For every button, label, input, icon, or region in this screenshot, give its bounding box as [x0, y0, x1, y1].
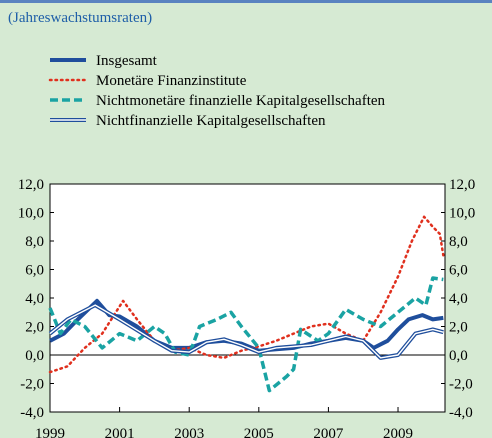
x-tick-label: 2009 — [383, 426, 413, 438]
y2-tick-label: -4,0 — [449, 405, 473, 421]
series-line — [48, 215, 445, 374]
series-line — [48, 276, 444, 393]
y-tick-label: 8,0 — [25, 234, 44, 250]
y2-tick-label: 0,0 — [449, 348, 468, 364]
y2-tick-label: 2,0 — [449, 320, 468, 336]
y-tick-label: 0,0 — [25, 348, 44, 364]
y-tick-label: 6,0 — [25, 263, 44, 279]
y-tick-label: 2,0 — [25, 320, 44, 336]
x-tick-label: 2003 — [174, 426, 204, 438]
y-tick-label: 10,0 — [18, 206, 44, 222]
chart-subtitle: (Jahreswachstumsraten) — [8, 10, 152, 26]
legend-label: Insgesamt — [96, 53, 158, 69]
legend-label: Nichtmonetäre finanzielle Kapitalgesells… — [96, 93, 386, 109]
y-tick-label: 4,0 — [25, 291, 44, 307]
y-tick-label: -2,0 — [20, 377, 44, 393]
y2-tick-label: 6,0 — [449, 263, 468, 279]
legend-label: Nichtfinanzielle Kapitalgesellschaften — [96, 113, 326, 129]
y-tick-label: -4,0 — [20, 405, 44, 421]
y-tick-label: 12,0 — [18, 177, 44, 193]
x-tick-label: 2001 — [105, 426, 135, 438]
x-tick-label: 2007 — [313, 426, 344, 438]
y2-tick-label: 8,0 — [449, 234, 468, 250]
legend-label: Monetäre Finanzinstitute — [96, 73, 247, 89]
y2-tick-label: -2,0 — [449, 377, 473, 393]
plot-area — [49, 183, 446, 413]
y2-tick-label: 10,0 — [449, 206, 475, 222]
top-bar — [0, 0, 492, 3]
series-line — [49, 304, 444, 359]
x-tick-label: 2005 — [244, 426, 274, 438]
x-tick-label: 1999 — [35, 426, 65, 438]
y2-tick-label: 12,0 — [449, 177, 475, 193]
y2-tick-label: 4,0 — [449, 291, 468, 307]
